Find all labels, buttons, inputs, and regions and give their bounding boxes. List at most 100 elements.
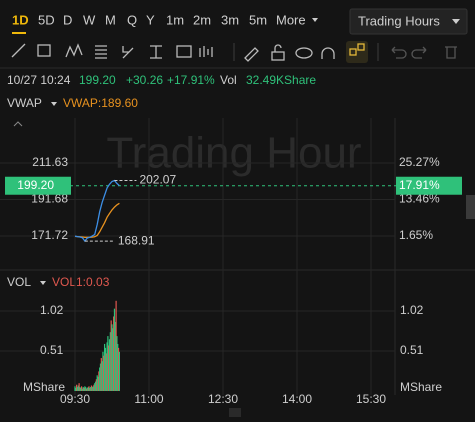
- volume-bar: [87, 387, 89, 391]
- volume-bar: [81, 388, 83, 391]
- high-label: 202.07: [139, 173, 176, 187]
- dropdown-arrow: [40, 281, 46, 285]
- quote-volume: 32.49KShare: [246, 73, 316, 87]
- period-tab[interactable]: Y: [146, 12, 155, 27]
- scroll-handle[interactable]: [466, 195, 475, 219]
- volume-name[interactable]: VOL: [7, 275, 31, 289]
- period-tab[interactable]: 5D: [38, 12, 55, 27]
- watermark: Trading Hour: [106, 129, 361, 178]
- volume-bar: [76, 384, 78, 391]
- more-button[interactable]: More: [276, 12, 306, 27]
- volume-bar: [104, 347, 107, 391]
- volume-bar: [97, 376, 99, 391]
- indicator-name[interactable]: VWAP: [7, 96, 42, 110]
- volume-bar: [93, 384, 95, 391]
- volume-bar: [102, 351, 104, 391]
- volume-bar: [80, 387, 82, 391]
- period-tab[interactable]: D: [63, 12, 72, 27]
- volume-bar: [117, 347, 120, 391]
- y-tick-label: 191.68: [31, 192, 68, 206]
- quote-price: 199.20: [79, 73, 116, 87]
- price-line: [74, 179, 120, 243]
- volume-bar: [98, 371, 100, 391]
- volume-bar: [86, 387, 88, 391]
- volume-bar: [92, 386, 94, 391]
- volume-bar: [104, 343, 106, 391]
- volume-bar: [95, 379, 97, 391]
- dropdown-arrow: [452, 19, 460, 24]
- volume-bar: [99, 363, 102, 391]
- volume-bar: [108, 345, 110, 391]
- period-tab[interactable]: 3m: [221, 12, 239, 27]
- period-tab[interactable]: 2m: [193, 12, 211, 27]
- period-tab[interactable]: W: [83, 12, 96, 27]
- x-tick-label: 09:30: [60, 392, 90, 406]
- volume-bar: [85, 388, 88, 391]
- low-label: 168.91: [118, 233, 155, 247]
- volume-bar: [110, 320, 112, 391]
- quote-time: 10/27 10:24: [7, 73, 71, 87]
- y-tick-label: 0.51: [40, 343, 64, 357]
- y-tick-label-right: 1.02: [400, 303, 424, 317]
- volume-bar: [90, 387, 92, 391]
- volume-bar: [76, 387, 79, 391]
- period-tab[interactable]: M: [105, 12, 116, 27]
- period-tab[interactable]: Q: [127, 12, 137, 27]
- volume-bar: [77, 385, 79, 391]
- pct-tick-label: 13.46%: [399, 192, 440, 206]
- y-tick-label: 1.02: [40, 303, 64, 317]
- quote-change-pct: +17.91%: [167, 73, 215, 87]
- volume-bar: [107, 336, 109, 391]
- volume-bar: [80, 386, 83, 391]
- x-tick-label: 15:30: [356, 392, 386, 406]
- volume-bar: [100, 358, 102, 391]
- y-tick-label: 171.72: [31, 228, 68, 242]
- period-tab[interactable]: 5m: [249, 12, 267, 27]
- volume-bar: [112, 328, 114, 391]
- volume-bar: [118, 351, 120, 391]
- volume-bar: [108, 339, 111, 391]
- indicator-value: VWAP:189.60: [63, 96, 138, 110]
- current-pct-box: [396, 176, 462, 195]
- volume-bar: [91, 387, 93, 391]
- current-pct-label: 17.91%: [399, 178, 440, 192]
- x-tick-label: 11:00: [134, 392, 163, 406]
- volume-bar: [84, 386, 86, 391]
- volume-bar: [99, 367, 101, 391]
- volume-bar: [79, 387, 81, 391]
- collapse-icon[interactable]: [13, 121, 23, 127]
- volume-bar: [117, 343, 119, 391]
- volume-bar: [82, 387, 84, 391]
- x-tick-label: 12:30: [208, 392, 238, 406]
- period-tab[interactable]: 1m: [166, 12, 184, 27]
- volume-unit-right: MShare: [400, 380, 442, 394]
- drawing-tools: [11, 41, 457, 63]
- dropdown-arrow: [51, 102, 57, 106]
- period-tab[interactable]: 1D: [12, 12, 29, 27]
- volume-bar: [89, 387, 91, 391]
- volume-bar: [101, 361, 103, 391]
- volume-value: VOL1:0.03: [52, 275, 110, 289]
- session-label[interactable]: Trading Hours: [358, 13, 440, 28]
- volume-unit: MShare: [23, 380, 65, 394]
- y-tick-label-right: 0.51: [400, 343, 424, 357]
- volume-bar: [94, 381, 97, 391]
- volume-bar: [85, 387, 87, 391]
- volume-bar: [96, 375, 98, 391]
- session-select[interactable]: [349, 8, 468, 35]
- pct-tick-label: 1.65%: [399, 228, 433, 242]
- vwap-line: [74, 202, 120, 238]
- volume-bar: [75, 387, 77, 391]
- volume-bar: [90, 385, 93, 391]
- volume-bar: [94, 383, 96, 391]
- pct-tick-label: 25.27%: [399, 155, 440, 169]
- volume-bar: [88, 386, 90, 391]
- quote-change: +30.26: [126, 73, 163, 87]
- y-tick-label: 211.63: [32, 155, 68, 169]
- scroll-tab[interactable]: [229, 408, 241, 417]
- volume-bar: [103, 355, 105, 391]
- volume-bar: [111, 324, 113, 391]
